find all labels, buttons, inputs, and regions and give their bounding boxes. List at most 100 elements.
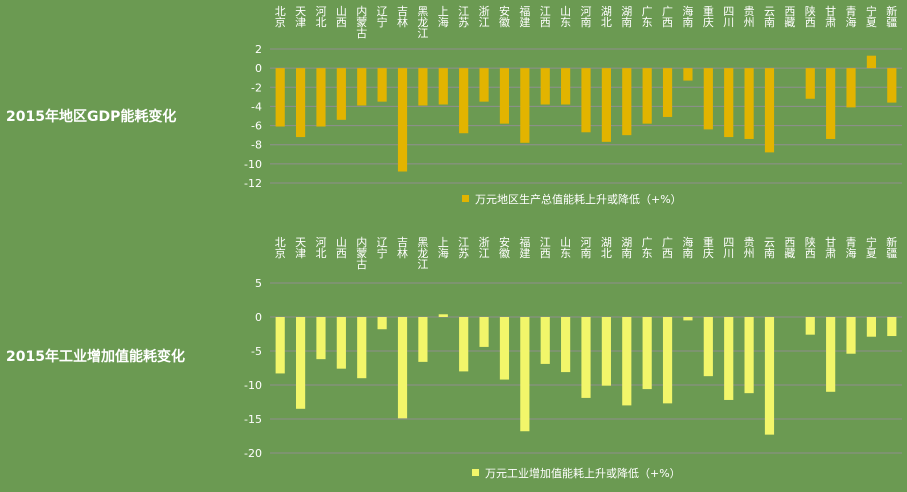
ind-bar [561,317,571,373]
ind-bar [540,317,550,364]
ind-category-label: 福建 [519,235,530,260]
ind-bar [377,317,387,330]
ind-y-tick-label: 5 [255,277,262,290]
gdp-category-label: 广东 [642,5,653,29]
gdp-chart-title: 2015年地区GDP能耗变化 [6,109,177,125]
ind-bar [581,317,591,398]
gdp-legend-label: 万元地区生产总值能耗上升或降低（+%） [475,192,682,206]
gdp-bar [561,68,571,105]
gdp-category-label: 青海 [846,5,857,29]
gdp-y-tick-label: 0 [255,62,262,75]
ind-bar [866,317,877,337]
ind-bar [724,317,734,400]
ind-bar [662,317,673,404]
ind-category-label: 四川 [723,236,734,260]
gdp-category-label: 福建 [519,4,530,29]
gdp-y-tick-label: -6 [251,120,262,133]
ind-y-tick-label: 0 [255,311,262,324]
gdp-bar [724,68,734,138]
ind-legend-label: 万元工业增加值能耗上升或降低（+%） [485,466,681,480]
ind-bar [846,317,856,354]
ind-y-tick-label: -20 [244,447,262,460]
ind-category-label: 贵州 [744,236,755,260]
ind-bar [622,317,632,406]
ind-bar [744,317,754,394]
ind-category-label: 海南 [682,235,693,260]
ind-category-label: 青海 [846,236,857,260]
gdp-bar [499,68,510,124]
gdp-category-label: 黑龙江 [417,5,428,40]
gdp-bar [826,68,836,139]
ind-bar [459,317,469,372]
ind-bar [418,317,428,362]
gdp-bar [479,68,489,102]
ind-bar [479,317,489,347]
ind-bar [764,317,775,435]
ind-category-label: 内蒙古 [356,235,367,271]
gdp-category-label: 河南 [581,5,592,29]
ind-category-label: 上海 [438,236,449,260]
gdp-y-tick-label: -4 [251,100,262,113]
ind-category-label: 黑龙江 [417,236,428,271]
ind-bar [601,317,611,386]
gdp-category-label: 北京 [275,5,286,29]
ind-bar [357,317,367,379]
ind-bar [316,317,326,360]
gdp-category-label: 甘肃 [825,5,836,29]
ind-legend-swatch [472,469,479,476]
gdp-bar [581,68,591,133]
ind-category-label: 陕西 [805,235,816,260]
ind-bar [642,317,652,390]
gdp-category-label: 河北 [315,5,326,29]
ind-bar [295,317,306,409]
gdp-category-label: 江西 [540,5,551,29]
ind-category-label: 湖北 [601,236,612,260]
ind-category-label: 江苏 [458,236,469,260]
ind-category-label: 河北 [315,236,326,260]
ind-bar [520,317,530,432]
ind-bar [703,317,713,377]
gdp-bar [683,68,693,81]
gdp-bar [540,68,550,105]
gdp-bar [295,68,306,138]
gdp-y-tick-label: -12 [244,177,262,190]
gdp-category-label: 内蒙古 [356,4,367,40]
gdp-y-tick-label: -8 [251,139,262,152]
gdp-category-label: 重庆 [703,4,714,29]
gdp-y-tick-label: -10 [244,158,262,171]
ind-bar [826,317,836,392]
gdp-category-label: 天津 [295,5,306,29]
gdp-bar [866,55,877,69]
gdp-bar [418,68,428,106]
gdp-bar [275,68,285,127]
ind-category-label: 重庆 [703,235,714,260]
gdp-category-label: 宁夏 [866,4,877,29]
gdp-category-label: 江苏 [458,5,469,29]
ind-chart: 5 0 -5 -10 -15 -20 北京天津河北山西内蒙古辽宁吉林黑龙江上海江苏浙江安徽福… [244,235,902,480]
ind-category-label: 广西 [662,236,673,260]
ind-y-tick-label: -15 [244,413,262,426]
gdp-category-label: 云南 [764,5,775,29]
gdp-category-label: 山东 [560,5,571,29]
ind-y-tick-label: -5 [251,345,262,358]
gdp-bar [377,68,387,102]
gdp-bar [887,68,897,103]
ind-category-label: 安徽 [499,235,510,260]
gdp-bar [336,68,346,120]
gdp-bar [520,68,530,143]
ind-y-tick-label: -10 [244,379,262,392]
gdp-bar [703,68,713,130]
gdp-bar [397,68,408,172]
gdp-bar [316,68,326,127]
gdp-category-label: 四川 [723,5,734,29]
ind-bar [805,317,815,335]
gdp-category-label: 辽宁 [377,5,388,29]
ind-category-label: 云南 [764,236,775,260]
ind-category-label: 新疆 [886,235,897,260]
ind-bar [887,317,897,337]
gdp-category-label: 陕西 [805,4,816,29]
gdp-bar [601,68,611,142]
ind-bar [438,314,448,317]
ind-bar [336,317,346,369]
